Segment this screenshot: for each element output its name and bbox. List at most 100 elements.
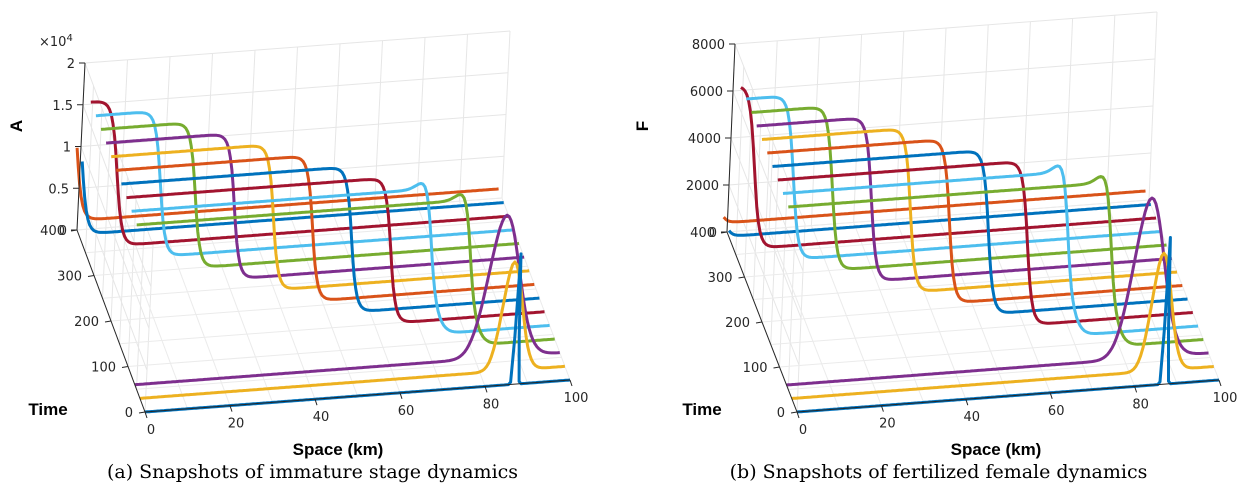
- panel-fertilized-female: 0 20 40 60 80 100 0 100 200 300 400 0 2000 4000 6000 80…: [626, 0, 1251, 504]
- series-line-t180: [772, 150, 1188, 314]
- grid-line: [136, 356, 562, 390]
- series-line-t390: [80, 161, 504, 234]
- x-tick-label: 0: [147, 423, 155, 438]
- grid-line: [127, 199, 137, 367]
- x-tick: [1049, 392, 1053, 399]
- series-line-t30: [139, 260, 566, 400]
- series-line-t360: [740, 86, 1157, 249]
- time-tick: [87, 275, 95, 277]
- x-tick-label: 80: [1132, 397, 1149, 412]
- z-tick-label: 2: [67, 57, 75, 72]
- time-tick: [755, 321, 763, 324]
- x-tick-label: 40: [313, 410, 330, 425]
- caption-fertilized-female: (b) Snapshots of fertilized female dynam…: [729, 461, 1148, 483]
- z-exponent-power: 4: [66, 33, 72, 44]
- grid-line: [753, 267, 1176, 300]
- series-line-t150: [126, 178, 545, 323]
- time-tick-label: 100: [743, 361, 768, 376]
- time-tick: [138, 411, 146, 414]
- grid-line: [761, 133, 771, 323]
- series-line-t390: [727, 203, 1151, 237]
- series-line-t210: [767, 139, 1183, 303]
- z-tick-label: 1.5: [52, 99, 73, 114]
- series-line-t180: [121, 167, 540, 312]
- series-line-t90: [136, 193, 555, 345]
- time-tick-label: 100: [91, 361, 116, 376]
- time-tick-label: 300: [708, 271, 733, 286]
- time-tick-label: 400: [40, 224, 65, 239]
- time-tick: [121, 366, 129, 368]
- grid-line: [136, 222, 145, 390]
- series-line-t270: [106, 133, 525, 279]
- grid-line: [102, 131, 111, 299]
- x-tick: [144, 411, 148, 419]
- grid-line: [93, 108, 103, 276]
- x-tick: [796, 411, 800, 419]
- grid-line: [119, 176, 128, 344]
- time-axis-label: Time: [28, 400, 67, 419]
- grid-line: [110, 288, 537, 322]
- time-axis-label: Time: [682, 400, 721, 419]
- x-tick-label: 60: [1048, 404, 1065, 419]
- grid-line: [735, 66, 745, 255]
- series-line-t240: [111, 144, 530, 290]
- x-tick-label: 100: [564, 391, 589, 406]
- x-tick: [1218, 379, 1222, 387]
- grid-line: [144, 244, 154, 413]
- x-tick-label: 60: [398, 404, 415, 419]
- x-tick: [229, 405, 233, 412]
- z-tick-label: 2000: [686, 179, 719, 194]
- x-axis-line: [144, 379, 571, 413]
- x-tick-label: 80: [483, 397, 500, 412]
- grid-line: [779, 178, 788, 368]
- time-tick-label: 400: [690, 226, 715, 241]
- x-axis-line: [796, 379, 1220, 413]
- chart-fertilized-female: 0 20 40 60 80 1000100200300400020004000600080…: [633, 11, 1238, 459]
- x-tick: [314, 399, 318, 406]
- z-tick-label: 0: [709, 226, 717, 241]
- x-tick: [399, 392, 403, 399]
- grid-line: [82, 72, 509, 287]
- series-line-t210: [116, 155, 535, 301]
- x-tick-label: 0: [799, 423, 807, 438]
- time-tick: [738, 276, 745, 279]
- series-line-t0: [144, 252, 571, 414]
- z-exponent: ×104: [39, 33, 73, 50]
- grid-line: [85, 220, 511, 254]
- x-tick: [1134, 386, 1138, 393]
- series-line-t60: [134, 213, 560, 387]
- time-tick: [104, 320, 112, 323]
- z-tick-label: 4000: [688, 132, 721, 147]
- grid-line: [770, 156, 780, 345]
- x-tick: [569, 379, 573, 387]
- z-tick-label: 0.5: [48, 182, 69, 197]
- z-exponent-base: ×10: [39, 35, 66, 50]
- series-line-t120: [782, 164, 1199, 335]
- series-line-t300: [751, 106, 1167, 270]
- panel-immature-stage: 0 20 40 60 80 100 0 100 200 300 400 0 0.5 1 1.5 2 ×104 Sp…: [0, 0, 625, 504]
- x-tick-label: 20: [879, 417, 896, 432]
- time-tick-label: 200: [74, 315, 99, 330]
- x-tick: [484, 386, 488, 393]
- z-tick-label: 8000: [692, 38, 725, 53]
- series-line-t60: [786, 196, 1209, 387]
- grid-line: [788, 357, 1211, 390]
- time-tick-label: 0: [777, 406, 785, 421]
- x-tick: [880, 405, 884, 412]
- x-axis-label: Space (km): [951, 440, 1042, 459]
- grid-line: [735, 222, 1158, 255]
- z-axis-label: F: [633, 121, 652, 131]
- series-line-t270: [756, 117, 1172, 281]
- series-line-t300: [100, 122, 520, 268]
- x-axis-label: Space (km): [293, 440, 384, 459]
- z-tick-label: 0: [59, 224, 67, 239]
- grid-line: [102, 265, 528, 299]
- series-line-t0: [796, 236, 1220, 414]
- z-axis-label: A: [7, 120, 26, 132]
- series-line-t90: [788, 175, 1204, 346]
- z-tick-label: 6000: [690, 85, 723, 100]
- x-tick-label: 100: [1213, 391, 1238, 406]
- series-line-t240: [761, 128, 1178, 292]
- z-tick-label: 1: [63, 141, 71, 156]
- time-tick-label: 200: [725, 316, 750, 331]
